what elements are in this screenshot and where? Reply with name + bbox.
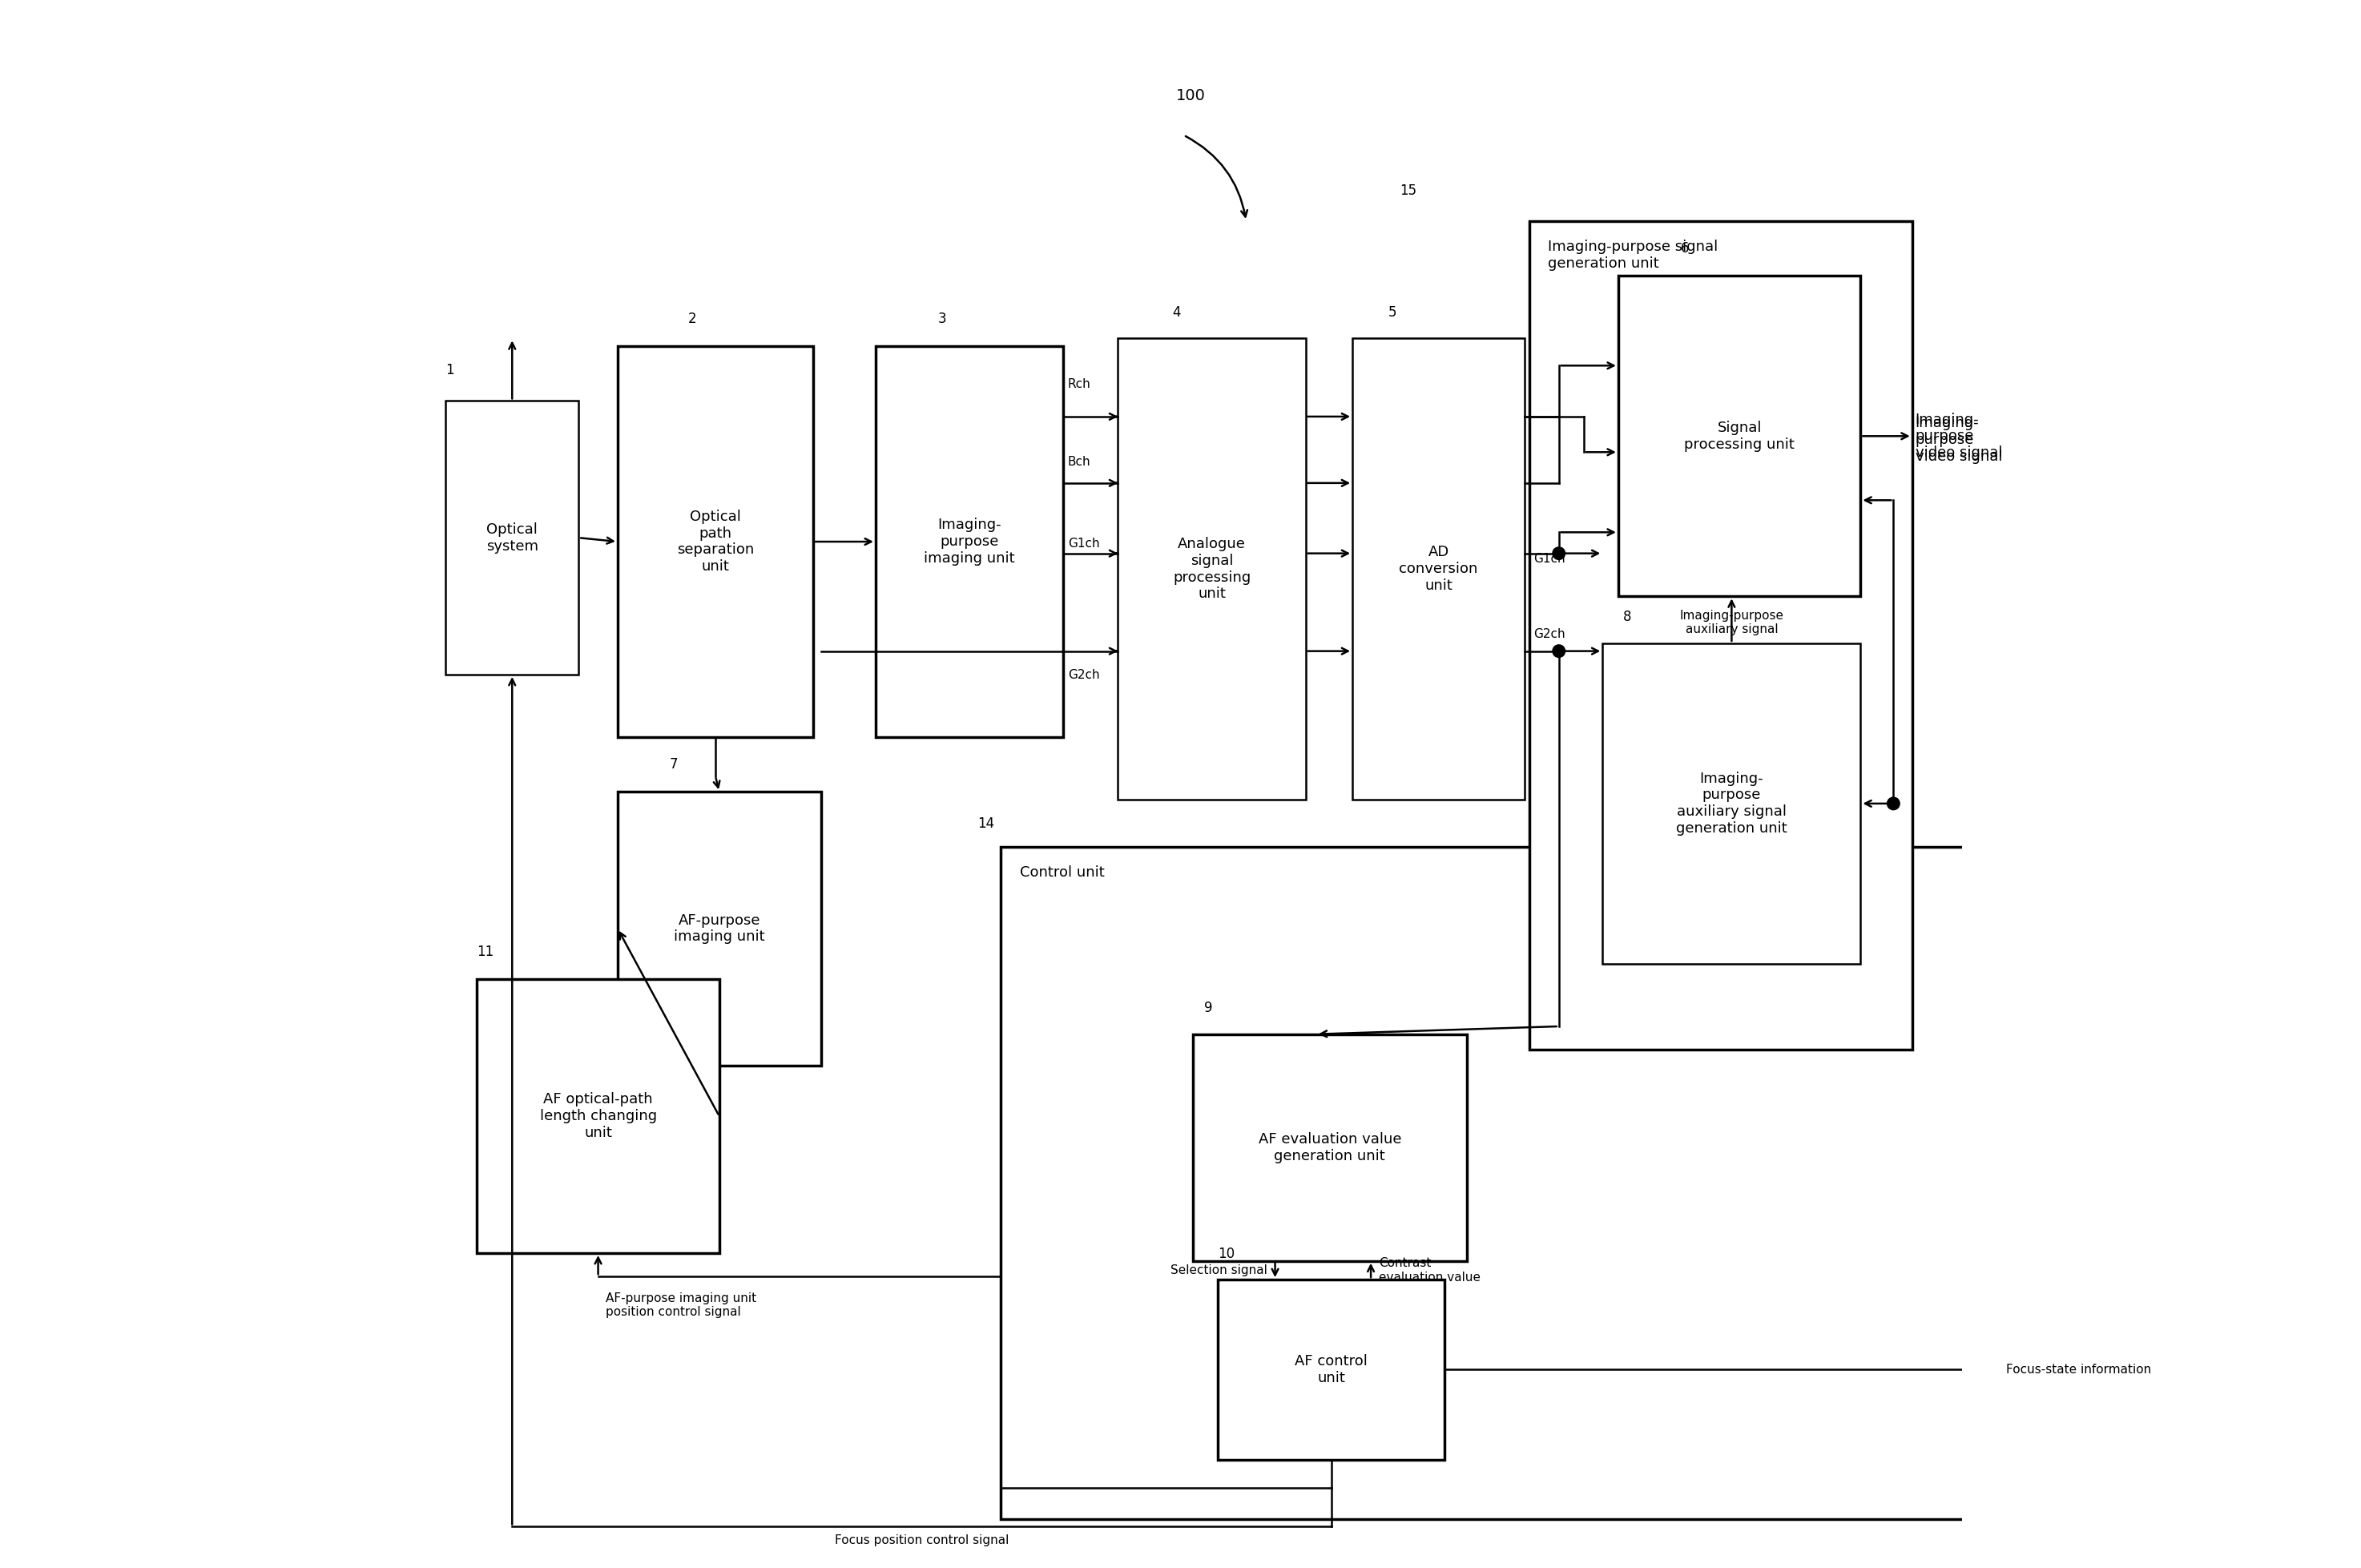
Text: 15: 15 bbox=[1400, 183, 1417, 198]
Text: Imaging-
purpose
video signal: Imaging- purpose video signal bbox=[1915, 416, 2002, 464]
Text: Signal
processing unit: Signal processing unit bbox=[1683, 420, 1794, 452]
Text: Rch: Rch bbox=[1067, 378, 1091, 390]
Text: AF control
unit: AF control unit bbox=[1294, 1355, 1367, 1385]
Text: AD
conversion
unit: AD conversion unit bbox=[1400, 546, 1478, 593]
Text: Focus-state information: Focus-state information bbox=[2007, 1364, 2151, 1375]
FancyArrowPatch shape bbox=[1185, 136, 1247, 216]
FancyBboxPatch shape bbox=[1603, 643, 1860, 964]
Text: AF optical-path
length changing
unit: AF optical-path length changing unit bbox=[541, 1093, 656, 1140]
FancyBboxPatch shape bbox=[1001, 847, 1993, 1519]
Text: G1ch: G1ch bbox=[1067, 538, 1100, 549]
FancyBboxPatch shape bbox=[477, 980, 720, 1253]
Text: 6: 6 bbox=[1681, 241, 1688, 256]
Circle shape bbox=[1554, 547, 1565, 560]
FancyBboxPatch shape bbox=[1530, 221, 1912, 1051]
Text: 4: 4 bbox=[1173, 306, 1180, 320]
Text: Bch: Bch bbox=[1067, 456, 1091, 469]
Text: 1: 1 bbox=[446, 364, 453, 378]
Text: 2: 2 bbox=[687, 312, 696, 326]
Text: Analogue
signal
processing
unit: Analogue signal processing unit bbox=[1173, 536, 1251, 601]
Text: Selection signal: Selection signal bbox=[1171, 1264, 1268, 1276]
FancyBboxPatch shape bbox=[876, 347, 1062, 737]
FancyBboxPatch shape bbox=[1353, 339, 1525, 800]
Text: Imaging-
purpose
auxiliary signal
generation unit: Imaging- purpose auxiliary signal genera… bbox=[1676, 771, 1787, 836]
Text: 5: 5 bbox=[1388, 306, 1398, 320]
Text: Control unit: Control unit bbox=[1020, 866, 1105, 880]
Text: Imaging-
purpose
imaging unit: Imaging- purpose imaging unit bbox=[923, 517, 1015, 566]
FancyBboxPatch shape bbox=[1119, 339, 1306, 800]
FancyBboxPatch shape bbox=[1218, 1279, 1445, 1460]
Text: 9: 9 bbox=[1204, 1000, 1211, 1016]
Circle shape bbox=[1554, 644, 1565, 657]
Text: AF-purpose
imaging unit: AF-purpose imaging unit bbox=[673, 913, 765, 944]
Text: AF evaluation value
generation unit: AF evaluation value generation unit bbox=[1258, 1132, 1402, 1163]
Text: Imaging-purpose
auxiliary signal: Imaging-purpose auxiliary signal bbox=[1679, 610, 1783, 635]
FancyBboxPatch shape bbox=[1192, 1035, 1466, 1261]
FancyBboxPatch shape bbox=[619, 792, 822, 1065]
FancyBboxPatch shape bbox=[1617, 276, 1860, 596]
Text: 3: 3 bbox=[937, 312, 947, 326]
Text: 8: 8 bbox=[1622, 610, 1631, 624]
Circle shape bbox=[1886, 797, 1901, 809]
Text: G2ch: G2ch bbox=[1535, 629, 1565, 640]
Text: Contrast
evaluation value: Contrast evaluation value bbox=[1379, 1258, 1480, 1283]
Text: 100: 100 bbox=[1176, 88, 1206, 103]
Text: Optical
path
separation
unit: Optical path separation unit bbox=[678, 510, 753, 574]
Text: 10: 10 bbox=[1218, 1247, 1235, 1261]
FancyBboxPatch shape bbox=[446, 401, 578, 674]
Text: Focus position control signal: Focus position control signal bbox=[836, 1535, 1008, 1546]
Text: G1ch: G1ch bbox=[1535, 554, 1565, 564]
Text: 11: 11 bbox=[477, 944, 493, 960]
Text: Imaging-purpose signal
generation unit: Imaging-purpose signal generation unit bbox=[1549, 240, 1719, 271]
Text: Optical
system: Optical system bbox=[486, 522, 538, 554]
Text: Imaging-
purpose
video signal: Imaging- purpose video signal bbox=[1915, 412, 2002, 459]
Text: AF-purpose imaging unit
position control signal: AF-purpose imaging unit position control… bbox=[607, 1292, 756, 1319]
FancyBboxPatch shape bbox=[619, 347, 812, 737]
Text: G2ch: G2ch bbox=[1067, 670, 1100, 681]
Text: 7: 7 bbox=[668, 757, 678, 771]
Text: 14: 14 bbox=[977, 817, 994, 831]
